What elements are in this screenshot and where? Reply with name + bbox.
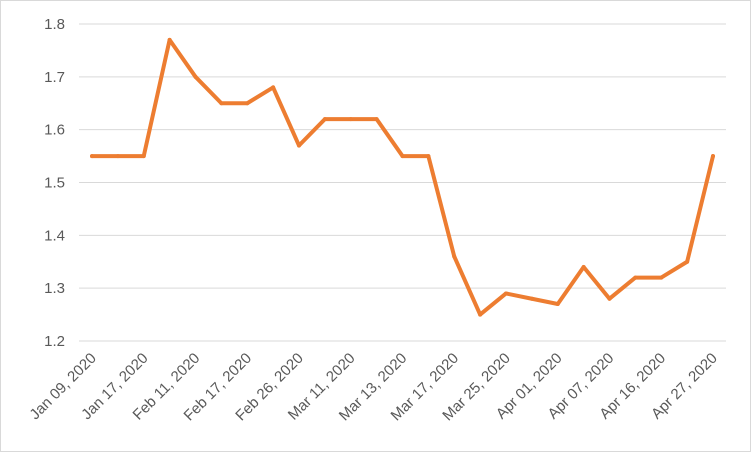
data-point [607, 296, 612, 301]
data-point [193, 74, 198, 79]
y-axis-ticks: 1.2 1.3 1.4 1.5 1.6 1.7 1.8 [44, 16, 65, 350]
data-point [504, 291, 508, 296]
data-point [348, 117, 353, 122]
data-point [426, 154, 431, 159]
data-point [478, 312, 483, 317]
y-tick-label: 1.8 [44, 16, 65, 33]
y-tick-label: 1.3 [44, 280, 65, 297]
data-point [219, 101, 224, 106]
data-point [711, 154, 715, 159]
y-tick-label: 1.5 [44, 175, 65, 192]
y-tick-label: 1.2 [44, 333, 65, 350]
data-point [245, 101, 250, 106]
data-point [529, 296, 534, 301]
data-point [685, 259, 690, 264]
data-point [167, 37, 172, 42]
y-tick-label: 1.7 [44, 69, 65, 86]
data-point [115, 154, 120, 159]
series-layer [90, 37, 715, 317]
data-point [659, 275, 664, 280]
data-point [141, 154, 146, 159]
data-point [555, 302, 560, 307]
series-line [90, 37, 715, 317]
data-point [452, 254, 457, 259]
data-point [322, 117, 327, 122]
data-point [400, 154, 405, 159]
y-tick-label: 1.6 [44, 122, 65, 139]
data-point [297, 143, 301, 148]
data-point [581, 265, 586, 270]
data-point [374, 117, 379, 122]
data-point [633, 275, 638, 280]
gridlines [79, 23, 726, 342]
data-point [271, 85, 276, 90]
y-tick-label: 1.4 [44, 227, 65, 244]
data-point [90, 154, 94, 159]
